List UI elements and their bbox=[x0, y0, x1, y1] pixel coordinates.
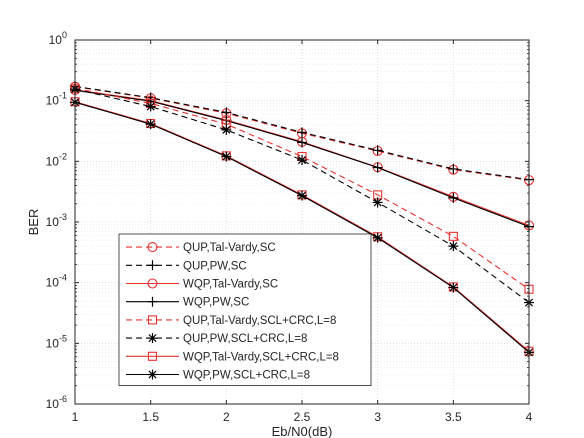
y-tick-base: 10 bbox=[49, 33, 63, 47]
circle-marker bbox=[147, 242, 158, 253]
asterisk-marker bbox=[145, 119, 156, 130]
legend-label: WQP,Tal-Vardy,SC bbox=[183, 279, 278, 291]
legend-item: QUP,PW,SCL+CRC,L=8 bbox=[126, 333, 307, 345]
plus-marker bbox=[448, 163, 459, 174]
y-tick-base: 10 bbox=[46, 94, 60, 108]
square-marker bbox=[448, 231, 458, 241]
asterisk-marker bbox=[221, 124, 232, 135]
legend-item: QUP,PW,SC bbox=[126, 260, 247, 272]
y-tick-label: 10-6 bbox=[46, 394, 67, 411]
legend-box bbox=[118, 233, 372, 387]
plus-marker bbox=[372, 162, 383, 173]
plus-marker bbox=[147, 296, 158, 307]
y-tick-label: 10-4 bbox=[46, 273, 67, 290]
y-tick-exponent: -5 bbox=[59, 333, 67, 343]
series-layer bbox=[69, 81, 535, 358]
asterisk-marker bbox=[297, 155, 307, 166]
x-tick-label: 1 bbox=[72, 410, 79, 424]
legend-label: WQP,Tal-Vardy,SCL+CRC,L=8 bbox=[183, 351, 339, 363]
y-tick-exponent: -6 bbox=[59, 394, 67, 404]
legend-item: WQP,PW,SC bbox=[126, 296, 249, 309]
y-tick-base: 10 bbox=[46, 336, 60, 350]
y-tick-exponent: -3 bbox=[59, 212, 67, 222]
square-marker bbox=[147, 351, 158, 361]
y-tick-label: 100 bbox=[49, 30, 67, 47]
legend-label: WQP,PW,SCL+CRC,L=8 bbox=[183, 370, 310, 382]
asterisk-marker bbox=[145, 101, 156, 112]
plus-marker bbox=[372, 145, 383, 156]
asterisk-marker bbox=[221, 151, 232, 162]
y-tick-label: 10-5 bbox=[46, 333, 67, 350]
x-tick-label: 2.5 bbox=[294, 410, 311, 424]
y-tick-base: 10 bbox=[46, 276, 60, 290]
legend-label: QUP,PW,SCL+CRC,L=8 bbox=[183, 333, 307, 345]
plus-marker bbox=[147, 260, 158, 271]
asterisk-marker bbox=[372, 197, 383, 208]
y-tick-base: 10 bbox=[46, 215, 60, 229]
plus-marker bbox=[297, 127, 307, 138]
plus-marker bbox=[297, 137, 307, 148]
asterisk-marker bbox=[147, 369, 158, 380]
y-tick-exponent: -2 bbox=[59, 151, 67, 161]
asterisk-marker bbox=[448, 282, 459, 293]
legend-item: WQP,PW,SCL+CRC,L=8 bbox=[126, 369, 310, 382]
legend-item: QUP,Tal-Vardy,SC bbox=[126, 242, 276, 254]
legend-item: WQP,Tal-Vardy,SC bbox=[126, 278, 278, 291]
legend-label: QUP,PW,SC bbox=[183, 260, 247, 272]
y-tick-exponent: -4 bbox=[59, 273, 67, 283]
asterisk-marker bbox=[448, 241, 459, 252]
y-tick-label: 10-1 bbox=[46, 91, 67, 108]
asterisk-marker bbox=[297, 190, 307, 201]
y-axis-label: BER bbox=[26, 209, 41, 236]
y-tick-exponent: -1 bbox=[59, 91, 67, 101]
asterisk-marker bbox=[372, 232, 383, 243]
x-tick-label: 3 bbox=[374, 410, 381, 424]
x-tick-label: 3.5 bbox=[445, 410, 462, 424]
x-axis-label: Eb/N0(dB) bbox=[272, 424, 333, 438]
legend-item: QUP,Tal-Vardy,SCL+CRC,L=8 bbox=[126, 315, 336, 327]
circle-marker bbox=[147, 278, 158, 289]
asterisk-marker bbox=[147, 333, 158, 344]
legend-label: QUP,Tal-Vardy,SCL+CRC,L=8 bbox=[183, 315, 336, 327]
x-tick-label: 2 bbox=[223, 410, 230, 424]
square-marker bbox=[147, 315, 158, 325]
y-tick-label: 10-3 bbox=[46, 212, 67, 229]
y-tick-label: 10-2 bbox=[46, 151, 67, 168]
plus-marker bbox=[448, 192, 459, 203]
legend-label: QUP,Tal-Vardy,SC bbox=[183, 242, 276, 254]
legend-item: WQP,Tal-Vardy,SCL+CRC,L=8 bbox=[126, 351, 339, 363]
y-tick-base: 10 bbox=[46, 154, 60, 168]
y-tick-exponent: 0 bbox=[62, 30, 67, 40]
y-tick-base: 10 bbox=[46, 397, 60, 411]
x-tick-label: 4 bbox=[526, 410, 533, 424]
legend-label: WQP,PW,SC bbox=[183, 297, 249, 309]
x-tick-label: 1.5 bbox=[142, 410, 159, 424]
legend: QUP,Tal-Vardy,SC QUP,PW,SC WQP,Tal-Vardy,S… bbox=[118, 233, 372, 387]
